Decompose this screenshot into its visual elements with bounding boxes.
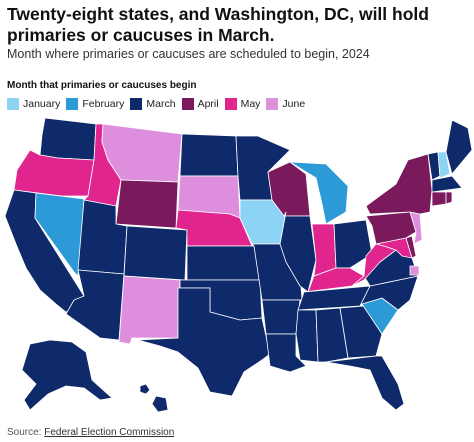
state-indiana: [311, 223, 337, 277]
state-alaska: [21, 339, 113, 411]
state-alabama: [315, 307, 349, 363]
legend-label-april: April: [197, 98, 219, 110]
state-wyoming: [115, 179, 179, 229]
legend-swatch-february: [66, 98, 79, 110]
state-hawaii: [139, 383, 151, 395]
state-kansas: [186, 245, 261, 281]
state-texas: [137, 287, 271, 397]
legend: January February March April May June: [7, 97, 305, 111]
state-washington: [39, 117, 97, 161]
legend-item-april: April: [181, 98, 219, 110]
legend-swatch-january: [7, 98, 19, 110]
state-mississippi: [295, 309, 319, 363]
state-rhode-island: [445, 191, 453, 205]
state-maine: [445, 119, 473, 175]
state-delaware: [405, 235, 417, 259]
state-massachusetts: [431, 175, 463, 193]
state-washington-dc: [409, 265, 420, 276]
legend-item-may: May: [224, 98, 261, 110]
chart-subtitle: Month where primaries or caucuses are sc…: [7, 47, 370, 61]
legend-swatch-april: [181, 98, 194, 110]
legend-label-february: February: [82, 98, 125, 110]
state-illinois: [279, 211, 317, 293]
legend-label-june: June: [282, 98, 306, 110]
state-connecticut: [431, 191, 447, 207]
legend-title: Month that primaries or caucuses begin: [7, 80, 197, 91]
legend-item-february: February: [66, 98, 124, 110]
legend-swatch-may: [224, 98, 237, 110]
legend-item-june: June: [266, 98, 305, 110]
state-north-dakota: [179, 133, 239, 177]
state-new-hampshire: [437, 151, 451, 179]
state-ohio: [333, 219, 373, 269]
state-new-york: [365, 153, 433, 215]
source-prefix: Source:: [7, 427, 45, 438]
state-colorado: [123, 225, 188, 281]
legend-label-march: March: [146, 98, 176, 110]
state-new-mexico: [118, 275, 181, 345]
legend-swatch-june: [266, 98, 279, 110]
state-nevada: [34, 192, 85, 277]
legend-item-march: March: [130, 98, 176, 110]
state-florida: [325, 355, 405, 411]
chart-title: Twenty-eight states, and Washington, DC,…: [7, 4, 429, 45]
state-hawaii-big-island: [151, 395, 169, 413]
source-link[interactable]: Federal Election Commission: [44, 427, 175, 438]
source-note: Source: Federal Election Commission: [7, 427, 174, 438]
legend-label-january: January: [23, 98, 61, 110]
legend-swatch-march: [130, 98, 143, 110]
legend-item-january: January: [7, 98, 60, 110]
legend-label-may: May: [240, 98, 261, 110]
state-arkansas: [261, 299, 301, 335]
state-michigan: [289, 161, 349, 225]
us-map: [4, 117, 473, 413]
